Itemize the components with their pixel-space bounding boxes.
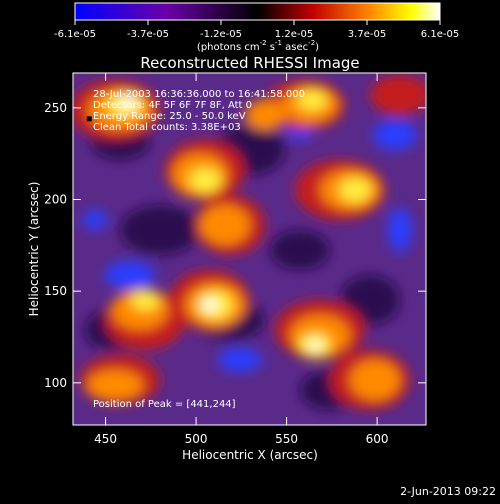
heatmap-image [73,73,426,425]
x-tick-label: 500 [185,432,208,446]
y-axis-ticks: 100 150 200 250 [44,101,426,390]
colorbar-unit-label: (photons cm-2 s-1 asec-2) [197,39,319,53]
colorbar-tick-labels: -6.1e-05 -3.7e-05 -1.2e-05 1.2e-05 3.7e-05 6.… [54,29,459,40]
x-axis-ticks: 450 500 550 600 [94,73,389,446]
colorbar-tick-label: 6.1e-05 [421,29,459,40]
y-tick-label: 200 [44,193,67,207]
date-stamp: 2-Jun-2013 09:22 [400,485,496,498]
annotation-detectors: Detectors: 4F 5F 6F 7F 8F, Att 0 [93,100,252,111]
y-tick-label: 150 [44,284,67,298]
annotation-energy-range: Energy Range: 25.0 - 50.0 keV [93,111,246,122]
annotation-peak-position: Position of Peak = [441,244] [93,399,236,410]
colorbar-tick-label: 1.2e-05 [275,29,313,40]
colorbar-tick-label: -1.2e-05 [200,29,242,40]
annotations: 28-Jul-2003 16:36:36.000 to 16:41:58.000… [93,89,305,410]
plot-frame [72,72,427,426]
y-tick-label: 100 [44,376,67,390]
y-tick-label: 250 [44,101,67,115]
annotation-total-counts: Clean Total counts: 3.38E+03 [93,122,241,133]
peak-marker [86,116,92,122]
x-tick-label: 550 [275,432,298,446]
x-tick-label: 450 [94,432,117,446]
chart-title: Reconstructed RHESSI Image [140,54,359,72]
y-axis-label: Heliocentric Y (arcsec) [27,182,41,317]
x-axis-label: Heliocentric X (arcsec) [182,448,318,462]
colorbar-tick-label: -6.1e-05 [54,29,96,40]
x-tick-label: 600 [366,432,389,446]
heatmap-blobs [73,75,426,410]
annotation-time-range: 28-Jul-2003 16:36:36.000 to 16:41:58.000 [93,89,305,100]
colorbar-tick-label: -3.7e-05 [127,29,169,40]
colorbar [74,2,441,21]
colorbar-ticks [74,20,441,25]
colorbar-tick-label: 3.7e-05 [348,29,386,40]
